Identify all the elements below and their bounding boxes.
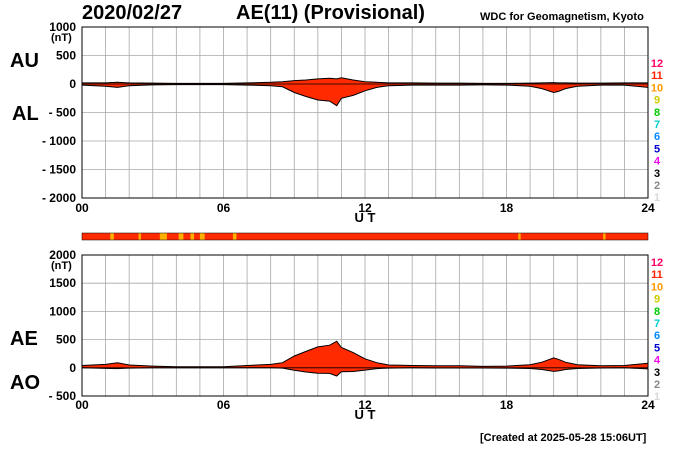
top-y-unit: (nT) <box>51 32 72 44</box>
activity-bar-segment <box>199 233 205 240</box>
x-tick-label: 06 <box>217 201 231 215</box>
level-scale-label: 2 <box>654 180 660 192</box>
plot-title: AE(11) (Provisional) <box>236 2 425 24</box>
y-tick-label: 1000 <box>49 304 76 318</box>
level-scale-label: 11 <box>651 70 663 82</box>
data-center-credit: WDC for Geomagnetism, Kyoto <box>480 11 644 23</box>
x-tick-label: 18 <box>500 398 514 412</box>
x-tick-label: 24 <box>641 201 655 215</box>
level-scale-label: 8 <box>654 107 660 119</box>
y-tick-label: 500 <box>56 333 76 347</box>
level-scale-label: 9 <box>654 294 660 306</box>
x-tick-label: 24 <box>641 398 655 412</box>
y-tick-label: - 1500 <box>42 163 76 177</box>
level-scale-label: 12 <box>651 257 663 269</box>
activity-bar-segment <box>138 233 141 240</box>
activity-bar-segment <box>110 233 114 240</box>
level-scale-label: 2 <box>654 379 660 391</box>
level-scale-label: 10 <box>651 82 663 94</box>
al-series-line <box>81 84 649 107</box>
level-scale-label: 10 <box>651 281 663 293</box>
ao-series-label: AO <box>10 372 40 394</box>
plot-frame <box>81 254 649 397</box>
y-tick-label: 2000 <box>49 248 76 262</box>
level-scale-label: 12 <box>651 58 663 70</box>
level-scale-label: 8 <box>654 306 660 318</box>
x-axis-label: U T <box>355 210 376 225</box>
level-scale-label: 3 <box>654 168 660 180</box>
level-scale-label: 6 <box>654 131 660 143</box>
y-tick-label: 0 <box>69 77 76 91</box>
x-tick-label: 00 <box>75 201 89 215</box>
y-tick-label: - 500 <box>49 106 77 120</box>
y-tick-label: - 2000 <box>42 191 76 205</box>
level-scale-label: 1 <box>654 391 660 403</box>
level-scale-label: 1 <box>654 192 660 204</box>
plot-frame <box>81 26 649 199</box>
bottom-y-unit: (nT) <box>51 260 72 272</box>
created-timestamp: [Created at 2025-05-28 15:06UT] <box>480 432 647 444</box>
plot-date: 2020/02/27 <box>82 2 183 24</box>
y-tick-label: 1500 <box>49 276 76 290</box>
level-scale-label: 3 <box>654 367 660 379</box>
level-scale-label: 6 <box>654 330 660 342</box>
au-series-label: AU <box>10 50 39 72</box>
activity-bar-segment <box>518 233 521 240</box>
x-axis-label: U T <box>355 407 376 422</box>
level-scale-label: 4 <box>654 156 661 168</box>
ae-series-line <box>81 340 649 368</box>
activity-bar-segment <box>190 233 195 240</box>
level-scale-label: 11 <box>651 269 663 281</box>
x-tick-label: 00 <box>75 398 89 412</box>
x-tick-label: 12 <box>358 201 372 215</box>
x-tick-label: 18 <box>500 201 514 215</box>
activity-bar-segment <box>603 233 606 240</box>
x-tick-label: 12 <box>358 398 372 412</box>
level-scale-label: 9 <box>654 95 660 107</box>
au-series-line <box>82 77 648 84</box>
y-tick-label: 0 <box>69 361 76 375</box>
level-scale-label: 5 <box>654 143 660 155</box>
level-scale-label: 5 <box>654 342 660 354</box>
activity-bar-segment <box>159 233 167 240</box>
level-scale-label: 7 <box>654 318 660 330</box>
level-scale-label: 7 <box>654 119 660 131</box>
y-tick-label: 1000 <box>49 20 76 34</box>
ae-series-label: AE <box>10 328 38 350</box>
x-tick-label: 06 <box>217 398 231 412</box>
y-tick-label: 500 <box>56 49 76 63</box>
y-tick-label: - 500 <box>49 389 77 403</box>
activity-bar-frame <box>81 232 649 241</box>
activity-bar-segment <box>232 233 237 240</box>
y-tick-label: - 1000 <box>42 134 76 148</box>
activity-bar-segment <box>178 233 184 240</box>
activity-bar-segment <box>82 233 648 240</box>
level-scale-label: 4 <box>654 355 661 367</box>
al-series-label: AL <box>12 103 39 125</box>
